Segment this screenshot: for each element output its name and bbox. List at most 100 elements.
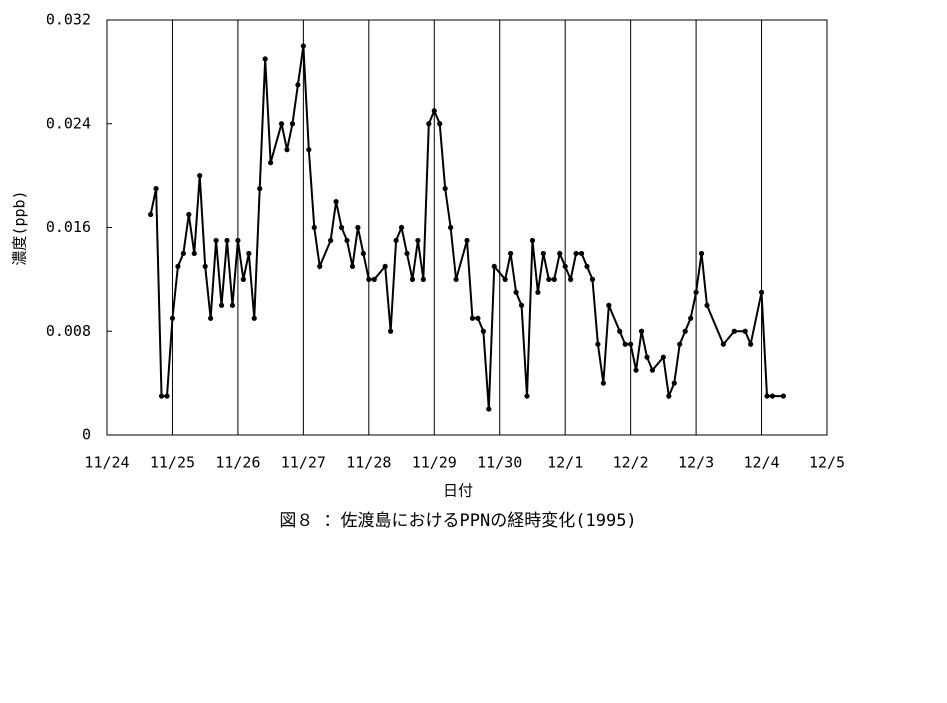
data-point: [355, 224, 361, 231]
data-point: [426, 121, 432, 127]
data-point: [633, 367, 639, 373]
data-point: [671, 380, 677, 386]
data-point: [349, 263, 356, 270]
x-tick-label: 11/28: [346, 454, 391, 472]
data-point: [748, 341, 754, 347]
data-point: [300, 43, 306, 49]
data-point: [578, 250, 585, 257]
data-point: [306, 147, 312, 153]
x-tick-label: 11/29: [412, 454, 457, 472]
data-point: [660, 354, 666, 360]
data-point: [529, 237, 536, 244]
data-point: [398, 224, 405, 231]
data-point: [213, 237, 219, 244]
x-tick-label: 11/24: [84, 454, 129, 472]
data-point: [169, 315, 176, 321]
data-point: [289, 121, 296, 127]
data-point: [278, 121, 285, 127]
data-point: [780, 393, 786, 399]
data-point: [246, 250, 252, 257]
data-point: [317, 263, 323, 270]
x-tick-label: 12/2: [613, 454, 649, 472]
data-point: [295, 82, 301, 88]
data-point: [186, 211, 192, 218]
data-point: [224, 237, 230, 244]
data-point: [388, 328, 394, 334]
data-point: [682, 328, 688, 334]
data-point: [628, 341, 634, 347]
data-point: [197, 173, 203, 179]
data-point: [469, 315, 476, 321]
data-point: [644, 354, 650, 360]
data-point: [606, 302, 612, 308]
data-point: [513, 289, 519, 295]
data-point: [535, 289, 541, 295]
data-point: [595, 341, 601, 347]
data-point: [268, 160, 274, 166]
data-point: [666, 393, 672, 399]
y-axis-label: 濃度(ppb): [11, 190, 29, 265]
x-tick-label: 12/1: [547, 454, 583, 472]
data-point: [262, 56, 268, 62]
data-point: [153, 185, 159, 192]
data-point: [235, 237, 241, 244]
data-point: [229, 302, 236, 308]
x-tick-label: 11/26: [215, 454, 260, 472]
chart-title: 図８ ：佐渡島におけるPPNの経時変化(1995): [279, 511, 636, 531]
data-point: [480, 328, 486, 334]
data-point: [540, 250, 546, 257]
data-point: [164, 393, 170, 399]
x-tick-label: 12/4: [743, 454, 779, 472]
data-point: [573, 250, 579, 257]
data-point: [208, 315, 214, 321]
data-point: [502, 276, 508, 282]
data-point: [769, 393, 776, 399]
data-point: [518, 302, 525, 308]
data-point: [191, 250, 197, 257]
data-point: [698, 250, 705, 257]
x-tick-label: 11/30: [477, 454, 522, 472]
data-point: [240, 276, 246, 282]
x-tick-label: 12/5: [809, 454, 845, 472]
data-point: [720, 341, 726, 347]
data-point: [382, 263, 388, 270]
data-point: [180, 250, 186, 257]
data-point: [284, 147, 290, 153]
data-point: [524, 393, 530, 399]
y-tick-label: 0: [82, 426, 91, 444]
data-point: [328, 237, 334, 244]
data-point: [704, 302, 710, 308]
x-tick-label: 12/3: [678, 454, 714, 472]
data-point: [622, 341, 628, 347]
data-point: [409, 276, 416, 282]
data-point: [758, 289, 765, 295]
data-point: [218, 302, 225, 308]
data-point: [333, 198, 339, 205]
data-point: [442, 185, 448, 192]
data-point: [158, 393, 165, 399]
data-point: [475, 315, 481, 321]
data-point: [491, 263, 497, 270]
data-point: [562, 263, 568, 270]
data-point: [546, 276, 552, 282]
data-point: [731, 328, 737, 334]
data-point: [600, 380, 606, 386]
data-point: [764, 393, 770, 399]
y-tick-label: 0.032: [46, 11, 91, 29]
data-point: [251, 315, 257, 321]
data-point: [415, 237, 421, 244]
data-point: [742, 328, 748, 334]
data-line: [149, 45, 784, 410]
y-tick-label: 0.016: [46, 218, 91, 236]
y-tick-label: 0.008: [46, 322, 91, 340]
data-point: [486, 406, 492, 412]
data-point: [617, 328, 623, 334]
data-point: [338, 224, 345, 231]
data-point: [638, 328, 645, 334]
data-point: [448, 224, 454, 231]
data-point: [508, 250, 514, 257]
x-tick-label: 11/27: [281, 454, 326, 472]
data-point: [584, 263, 590, 270]
data-point: [360, 250, 366, 257]
data-point: [551, 276, 557, 282]
